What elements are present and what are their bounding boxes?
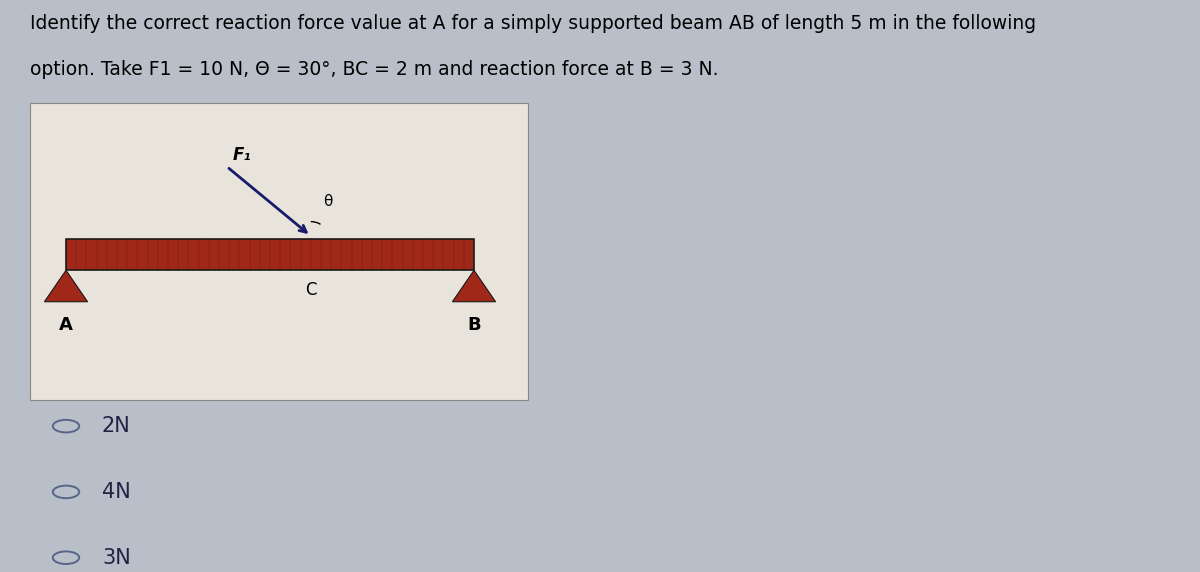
Bar [30,103,528,400]
Text: A: A [59,316,73,334]
Text: Identify the correct reaction force value at A for a simply supported beam AB of: Identify the correct reaction force valu… [30,14,1036,33]
Text: 2N: 2N [102,416,131,436]
Bar [66,239,474,270]
Text: option. Take F1 = 10 N, Θ = 30°, BC = 2 m and reaction force at B = 3 N.: option. Take F1 = 10 N, Θ = 30°, BC = 2 … [30,60,719,79]
Polygon shape [452,270,496,301]
Polygon shape [44,270,88,301]
Text: B: B [467,316,481,334]
Text: C: C [305,280,317,299]
Text: 4N: 4N [102,482,131,502]
Text: θ: θ [323,194,332,209]
Text: 3N: 3N [102,548,131,567]
Text: F₁: F₁ [233,146,252,164]
